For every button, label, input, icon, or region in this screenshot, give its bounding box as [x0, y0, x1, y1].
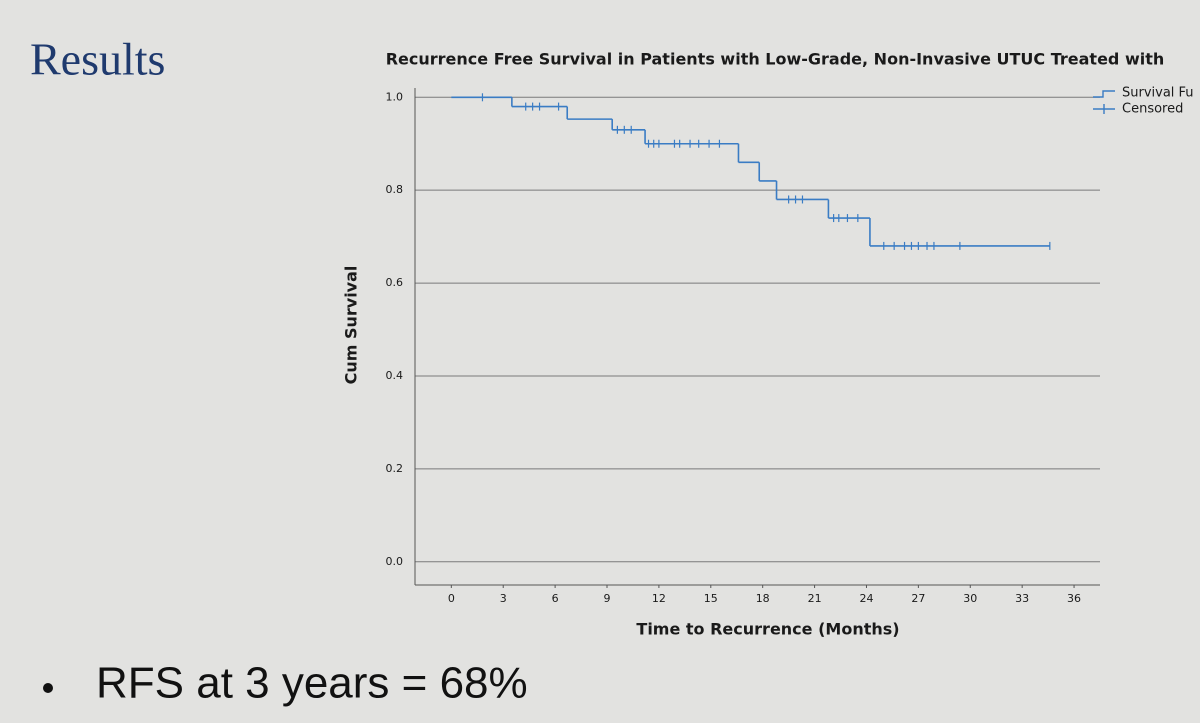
legend-label: Censored — [1122, 102, 1183, 117]
x-tick-label: 15 — [704, 592, 718, 605]
bullet-dot — [43, 683, 53, 693]
y-axis-label: Cum Survival — [342, 266, 361, 385]
x-tick-label: 3 — [500, 592, 507, 605]
x-tick-label: 21 — [808, 592, 822, 605]
y-tick-label: 0.6 — [386, 276, 404, 289]
x-tick-label: 6 — [552, 592, 559, 605]
x-tick-label: 30 — [963, 592, 977, 605]
x-tick-label: 36 — [1067, 592, 1081, 605]
legend-label: Survival Fu — [1122, 86, 1194, 101]
y-tick-label: 0.0 — [386, 555, 404, 568]
slide-heading: Results — [30, 34, 165, 85]
slide-bullet: RFS at 3 years = 68% — [96, 659, 528, 708]
y-tick-label: 0.4 — [386, 369, 404, 382]
x-tick-label: 27 — [911, 592, 925, 605]
x-tick-label: 24 — [859, 592, 873, 605]
x-tick-label: 12 — [652, 592, 666, 605]
x-tick-label: 0 — [448, 592, 455, 605]
x-tick-label: 9 — [604, 592, 611, 605]
x-tick-label: 33 — [1015, 592, 1029, 605]
x-axis-label: Time to Recurrence (Months) — [636, 620, 899, 639]
legend-swatch — [1093, 90, 1115, 98]
y-tick-label: 0.2 — [386, 462, 404, 475]
y-tick-label: 0.8 — [386, 183, 404, 196]
chart-title: Recurrence Free Survival in Patients wit… — [386, 50, 1165, 69]
x-tick-label: 18 — [756, 592, 770, 605]
y-tick-label: 1.0 — [386, 90, 404, 103]
